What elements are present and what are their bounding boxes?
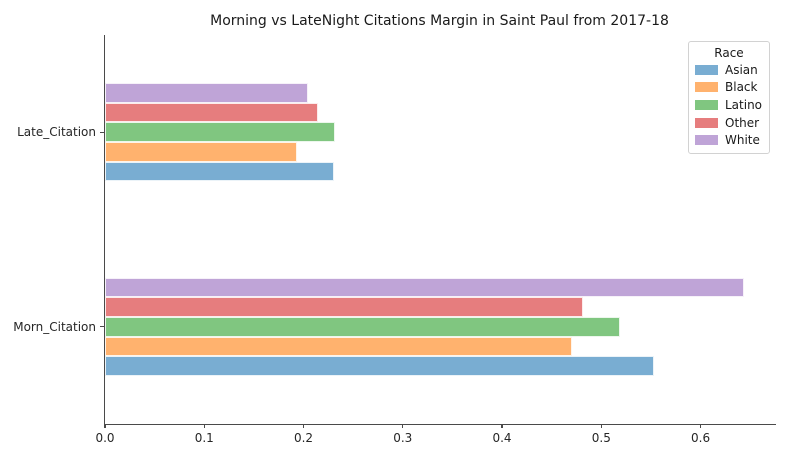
legend-item-other: Other (695, 114, 763, 132)
bar-morn_citation-black (105, 336, 572, 357)
x-tick-label: 0.6 (691, 431, 711, 445)
bar-morn_citation-other (105, 297, 584, 317)
x-axis-tick (501, 424, 503, 428)
bar-late_citation-latino (105, 122, 336, 143)
x-axis-tick (699, 424, 702, 428)
bar-late_citation-white (105, 83, 309, 103)
x-tick-label: 0.1 (194, 431, 214, 445)
x-tick-label: 0.3 (393, 431, 413, 445)
legend: Race Asian Black Latino Other White (688, 41, 770, 154)
x-axis-tick (104, 424, 106, 428)
legend-swatch-asian (695, 64, 718, 75)
y-axis-tick (100, 131, 104, 133)
legend-item-latino: Latino (695, 96, 763, 114)
bar-late_citation-asian (105, 161, 335, 182)
legend-swatch-other (695, 117, 718, 128)
legend-item-asian: Asian (695, 61, 763, 79)
legend-swatch-black (695, 82, 718, 93)
chart-title: Morning vs LateNight Citations Margin in… (210, 13, 669, 29)
x-tick-label: 0.5 (591, 431, 611, 445)
legend-label: White (725, 133, 760, 148)
legend-label: Latino (725, 97, 763, 112)
legend-label: Asian (725, 62, 758, 77)
legend-label: Black (725, 80, 758, 95)
legend-swatch-latino (695, 99, 718, 110)
y-tick-label-morn_citation: Morn_Citation (13, 319, 96, 334)
legend-swatch-white (695, 135, 718, 146)
bar-morn_citation-latino (105, 316, 621, 337)
bar-morn_citation-asian (105, 356, 654, 376)
legend-item-black: Black (695, 79, 763, 97)
legend-label: Other (725, 115, 760, 130)
x-axis-tick (203, 424, 205, 428)
plot-area: 0.0 0.1 0.2 0.3 0.4 0.5 0.6 (95, 35, 776, 445)
bar-morn_citation-white (105, 277, 745, 298)
bar-late_citation-other (105, 102, 319, 123)
x-axis-tick (402, 424, 404, 428)
bar-late_citation-black (105, 142, 297, 162)
x-tick-label: 0.4 (492, 431, 512, 445)
y-axis-tick (100, 326, 104, 328)
x-axis-tick (600, 424, 602, 428)
x-tick-label: 0.0 (95, 431, 115, 445)
x-axis-tick (302, 424, 305, 428)
legend-item-white: White (695, 131, 763, 149)
y-tick-label-late_citation: Late_Citation (17, 125, 96, 140)
x-tick-label: 0.2 (293, 431, 314, 445)
legend-title: Race (714, 46, 744, 60)
